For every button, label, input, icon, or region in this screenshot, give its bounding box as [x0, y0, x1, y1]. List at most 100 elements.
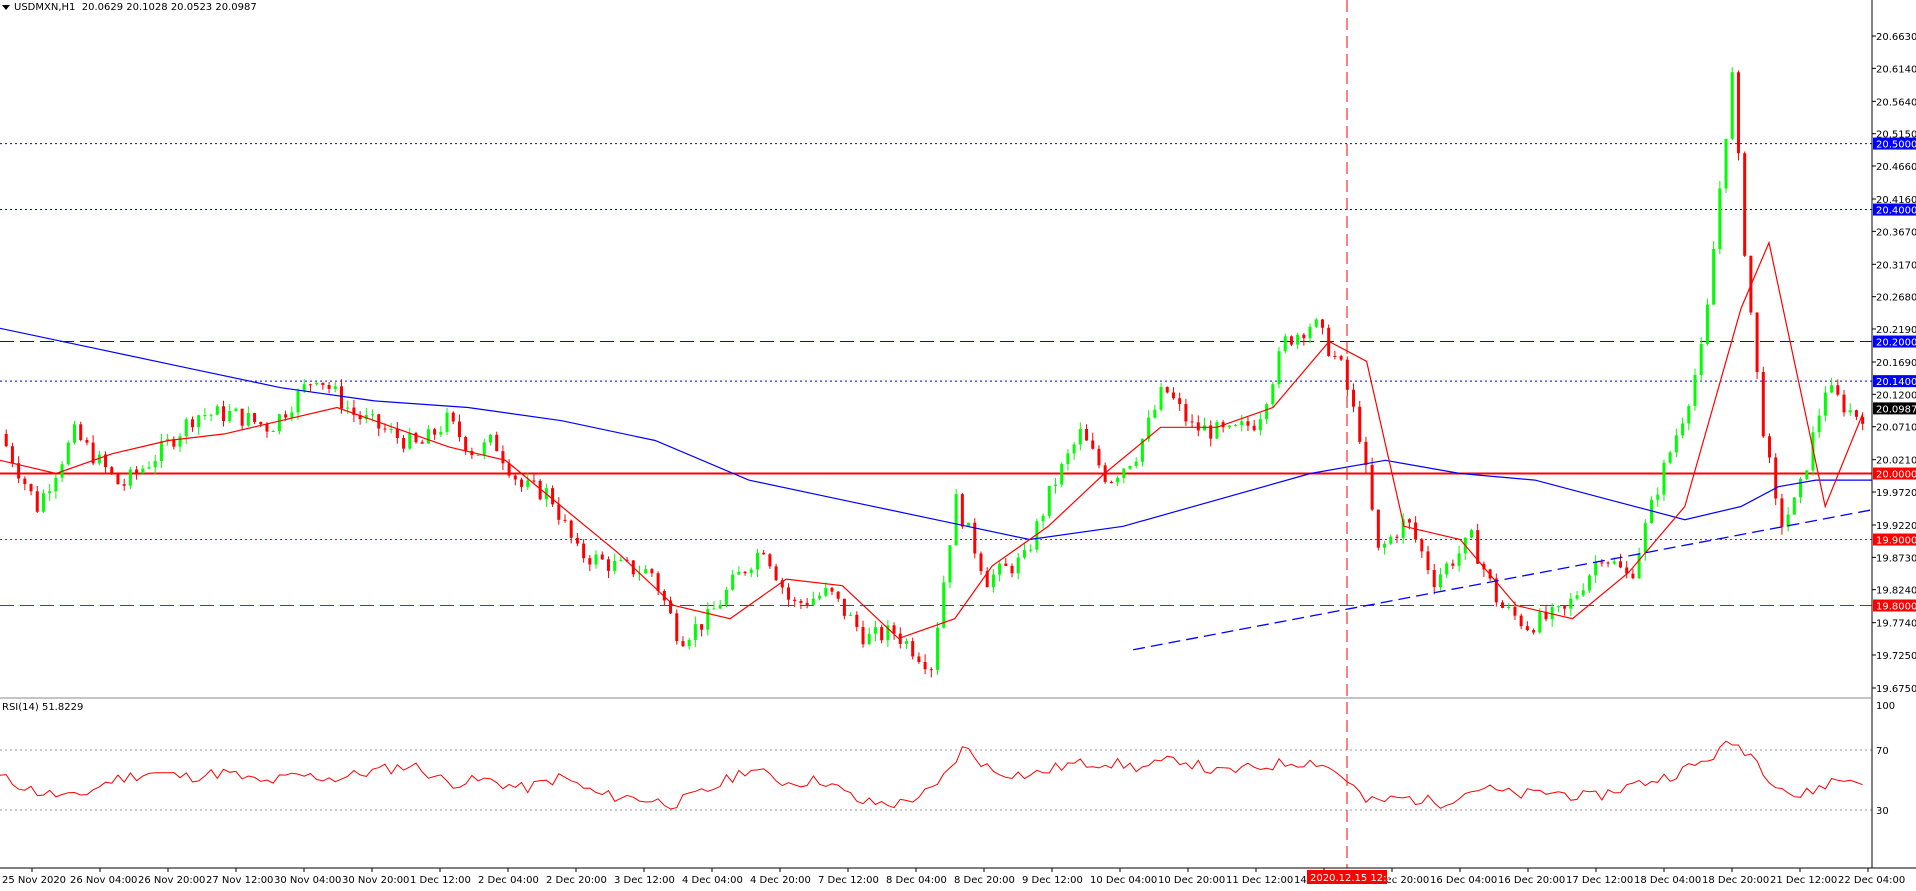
candle-body: [321, 382, 325, 386]
candle-body: [948, 545, 952, 583]
candle-body: [606, 559, 610, 571]
candle-body: [1407, 519, 1411, 523]
candle-body: [1364, 441, 1368, 466]
candle-body: [383, 428, 387, 430]
candle-body: [1817, 415, 1821, 433]
current-price-label: 20.0987: [1876, 404, 1916, 415]
candle-body: [731, 574, 735, 590]
price-tick-label: 20.5640: [1876, 97, 1916, 108]
candle-body: [942, 582, 946, 628]
candle-body: [799, 601, 803, 603]
candle-body: [116, 473, 120, 485]
candle-body: [1792, 497, 1796, 515]
candle-body: [1053, 484, 1057, 486]
candle-body: [445, 412, 449, 432]
candle-body: [960, 494, 964, 527]
candle-body: [1612, 561, 1616, 564]
candle-body: [48, 491, 52, 494]
candle-body: [755, 552, 759, 570]
candle-body: [1339, 356, 1343, 360]
candle-body: [426, 429, 430, 444]
candle-body: [1184, 404, 1188, 422]
candle-body: [1469, 530, 1473, 538]
candle-body: [1544, 611, 1548, 620]
time-tick-label: 26 Nov 04:00: [70, 875, 137, 886]
time-tick-label: 4 Dec 04:00: [682, 875, 743, 886]
candle-body: [1352, 389, 1356, 407]
candle-body: [600, 554, 604, 560]
price-tick-label: 20.6140: [1876, 64, 1916, 75]
candle-body: [495, 434, 499, 452]
price-tick-label: 20.5150: [1876, 130, 1916, 141]
candle-body: [917, 656, 921, 663]
time-tick-label: 11 Dec 12:00: [1226, 875, 1293, 886]
candle-body: [774, 566, 778, 581]
price-tick-label: 20.4660: [1876, 162, 1916, 173]
candle-body: [737, 571, 741, 575]
candle-body: [507, 463, 511, 476]
candle-body: [1345, 359, 1349, 390]
candle-body: [886, 625, 890, 641]
candle-body: [1848, 410, 1852, 413]
candle-body: [1041, 515, 1045, 522]
candle-body: [41, 493, 45, 512]
candle-body: [420, 442, 424, 444]
candle-body: [408, 433, 412, 449]
time-tick-label: 22 Dec 04:00: [1838, 875, 1905, 886]
time-tick-label: 21 Dec 12:00: [1770, 875, 1837, 886]
candle-body: [277, 414, 281, 432]
candle-body: [184, 419, 188, 437]
candle-body: [575, 537, 579, 544]
candle-body: [1662, 462, 1666, 495]
candle-body: [1736, 72, 1740, 154]
rsi-grid: [0, 749, 1872, 811]
candle-body: [1153, 409, 1157, 418]
candle-body: [762, 552, 766, 555]
candle-body: [1823, 392, 1827, 416]
candle-body: [1768, 436, 1772, 458]
candle-body: [724, 589, 728, 605]
ma-slow-line: [0, 327, 1872, 541]
price-tick-label: 19.6750: [1876, 684, 1916, 695]
candle-body: [1383, 543, 1387, 548]
candle-body: [433, 429, 437, 435]
candle-body: [644, 569, 648, 574]
candle-body: [1457, 553, 1461, 566]
candle-body: [215, 406, 219, 415]
candle-body: [1134, 461, 1138, 466]
ohlc-values: 20.0629 20.1028 20.0523 20.0987: [81, 2, 257, 13]
candle-body: [1625, 567, 1629, 574]
candle-body: [1730, 72, 1734, 139]
level-badge-label: 19.8000: [1876, 602, 1916, 613]
candle-body: [669, 600, 673, 614]
level-badge-label: 20.4000: [1876, 206, 1916, 217]
candle-body: [1774, 457, 1778, 499]
rsi-axis-label: 30: [1876, 806, 1889, 817]
candle-body: [898, 633, 902, 644]
trendline[interactable]: [1133, 509, 1873, 651]
candle-body: [346, 407, 350, 409]
candle-body: [1302, 334, 1306, 339]
time-tick-label: 3 Dec 12:00: [614, 875, 675, 886]
candle-body: [818, 595, 822, 599]
candle-body: [1637, 553, 1641, 579]
candle-body: [234, 408, 238, 411]
candle-body: [1705, 304, 1709, 344]
candle-body: [793, 599, 797, 602]
candle-body: [1724, 138, 1728, 189]
candle-body: [1569, 598, 1573, 609]
price-tick-label: 19.7250: [1876, 651, 1916, 662]
time-tick-label: 7 Dec 12:00: [818, 875, 879, 886]
candle-body: [296, 390, 300, 413]
candle-body: [675, 613, 679, 642]
candle-body: [1165, 386, 1169, 393]
time-tick-label: 17 Dec 12:00: [1566, 875, 1633, 886]
candle-body: [1109, 481, 1113, 483]
candle-body: [1594, 562, 1598, 576]
candle-body: [1699, 343, 1703, 375]
candle-body: [712, 608, 716, 610]
candle-body: [532, 480, 536, 482]
dropdown-arrow-icon[interactable]: [2, 4, 10, 10]
candle-body: [153, 461, 157, 468]
